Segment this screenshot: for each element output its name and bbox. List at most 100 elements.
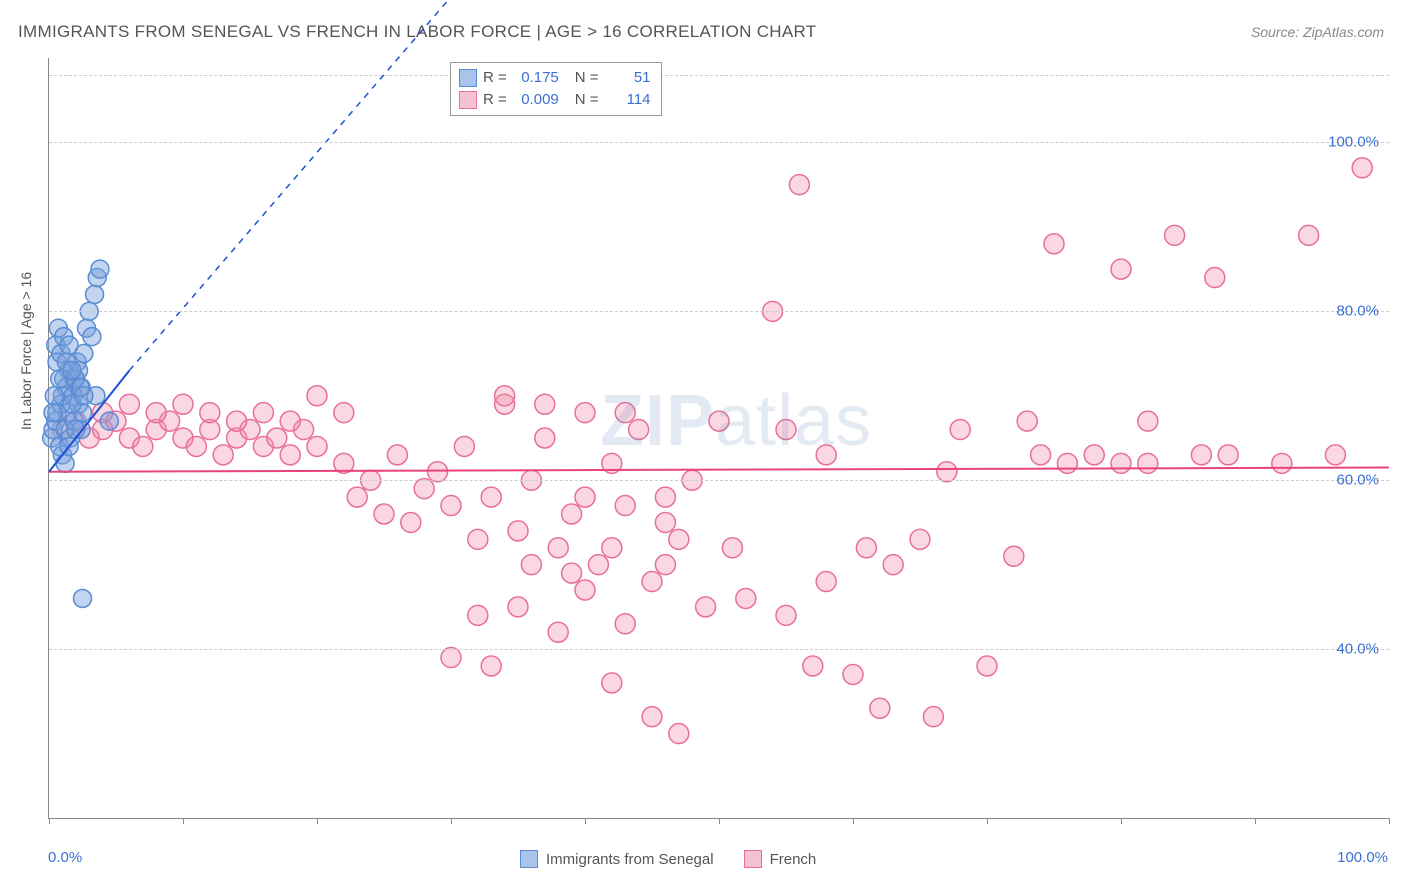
data-point-french [548, 538, 568, 558]
data-point-french [602, 538, 622, 558]
data-point-french [615, 403, 635, 423]
x-tick [585, 818, 586, 824]
x-axis-max-label: 100.0% [1337, 849, 1388, 866]
data-point-french [441, 496, 461, 516]
legend-swatch [459, 91, 477, 109]
correlation-legend: R =0.175N =51R =0.009N =114 [450, 62, 662, 116]
y-tick-label: 60.0% [1336, 472, 1379, 489]
legend-n-value: 114 [605, 89, 651, 111]
data-point-french [253, 403, 273, 423]
data-point-french [562, 504, 582, 524]
data-point-french [776, 605, 796, 625]
data-point-senegal [60, 336, 78, 354]
data-point-french [1111, 259, 1131, 279]
data-point-senegal [44, 404, 62, 422]
data-point-french [173, 394, 193, 414]
data-point-french [843, 664, 863, 684]
data-point-french [722, 538, 742, 558]
data-point-french [1138, 453, 1158, 473]
data-point-french [401, 512, 421, 532]
data-point-french [347, 487, 367, 507]
data-point-french [1138, 411, 1158, 431]
data-point-french [923, 707, 943, 727]
data-point-french [307, 436, 327, 456]
data-point-french [642, 572, 662, 592]
data-point-french [696, 597, 716, 617]
data-point-french [468, 529, 488, 549]
data-point-french [1272, 453, 1292, 473]
legend-label: French [770, 851, 817, 868]
data-point-french [602, 673, 622, 693]
grid-line [49, 75, 1389, 76]
data-point-french [186, 436, 206, 456]
data-point-french [481, 487, 501, 507]
data-point-french [615, 496, 635, 516]
data-point-french [1299, 225, 1319, 245]
grid-line [49, 311, 1389, 312]
data-point-senegal [86, 285, 104, 303]
data-point-french [119, 394, 139, 414]
legend-swatch [744, 850, 762, 868]
data-point-senegal [91, 260, 109, 278]
data-point-french [1352, 158, 1372, 178]
data-point-french [508, 521, 528, 541]
data-point-french [816, 445, 836, 465]
legend-swatch [459, 69, 477, 87]
data-point-french [133, 436, 153, 456]
y-tick-label: 100.0% [1328, 134, 1379, 151]
legend-n-value: 51 [605, 67, 651, 89]
x-tick [719, 818, 720, 824]
data-point-senegal [100, 412, 118, 430]
data-point-french [575, 580, 595, 600]
x-tick [1389, 818, 1390, 824]
data-point-french [468, 605, 488, 625]
x-tick [1121, 818, 1122, 824]
data-point-french [441, 648, 461, 668]
x-tick [183, 818, 184, 824]
data-point-french [655, 487, 675, 507]
x-tick [451, 818, 452, 824]
data-point-senegal [74, 589, 92, 607]
data-point-french [615, 614, 635, 634]
data-point-french [213, 445, 233, 465]
data-point-french [1111, 453, 1131, 473]
data-point-french [535, 394, 555, 414]
data-point-french [1325, 445, 1345, 465]
data-point-senegal [56, 454, 74, 472]
trend-line-senegal-extrapolated [129, 0, 558, 370]
data-point-french [816, 572, 836, 592]
data-point-french [655, 555, 675, 575]
data-point-french [428, 462, 448, 482]
legend-n-label: N = [575, 67, 599, 89]
data-point-french [883, 555, 903, 575]
data-point-french [575, 487, 595, 507]
data-point-french [803, 656, 823, 676]
x-tick [987, 818, 988, 824]
source-attribution: Source: ZipAtlas.com [1251, 24, 1384, 40]
x-tick [1255, 818, 1256, 824]
data-point-french [280, 445, 300, 465]
data-point-french [535, 428, 555, 448]
data-point-french [1218, 445, 1238, 465]
data-point-french [454, 436, 474, 456]
data-point-french [146, 403, 166, 423]
legend-row: R =0.175N =51 [459, 67, 651, 89]
legend-n-label: N = [575, 89, 599, 111]
data-point-french [950, 420, 970, 440]
data-point-french [575, 403, 595, 423]
data-point-french [1084, 445, 1104, 465]
legend-swatch [520, 850, 538, 868]
data-point-french [307, 386, 327, 406]
y-tick-label: 40.0% [1336, 641, 1379, 658]
data-point-french [414, 479, 434, 499]
data-point-senegal [63, 361, 81, 379]
data-point-french [280, 411, 300, 431]
scatter-svg [49, 58, 1389, 818]
data-point-french [481, 656, 501, 676]
grid-line [49, 480, 1389, 481]
data-point-french [655, 512, 675, 532]
series-legend: Immigrants from Senegal French [520, 850, 816, 868]
legend-label: Immigrants from Senegal [546, 851, 714, 868]
data-point-french [1205, 268, 1225, 288]
data-point-french [1004, 546, 1024, 566]
